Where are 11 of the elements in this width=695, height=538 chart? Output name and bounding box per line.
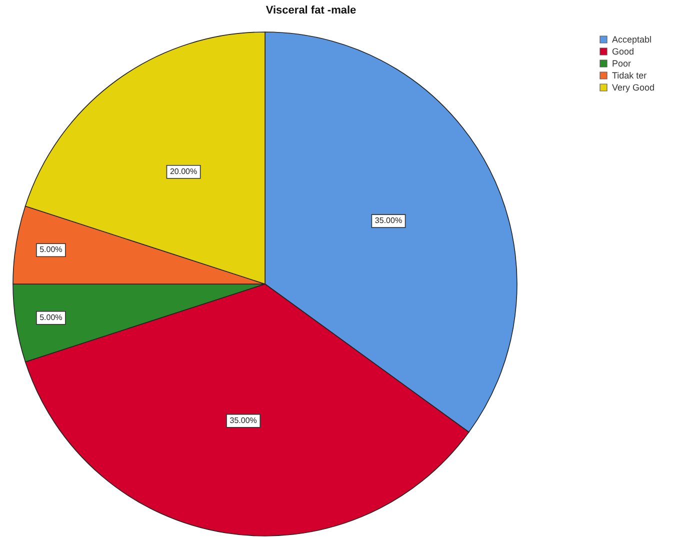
data-label: 5.00% (40, 245, 62, 254)
legend-label: Acceptabl (612, 34, 652, 44)
legend-label: Poor (612, 58, 632, 68)
legend-label: Good (612, 46, 634, 56)
legend-label: Tidak ter (612, 70, 647, 80)
data-label: 20.00% (170, 166, 198, 176)
chart-title: Visceral fat -male (266, 4, 356, 16)
data-label: 35.00% (230, 416, 257, 425)
data-label: 5.00% (40, 312, 62, 322)
data-label: 35.00% (374, 216, 402, 226)
legend-label: Very Good (612, 82, 655, 92)
